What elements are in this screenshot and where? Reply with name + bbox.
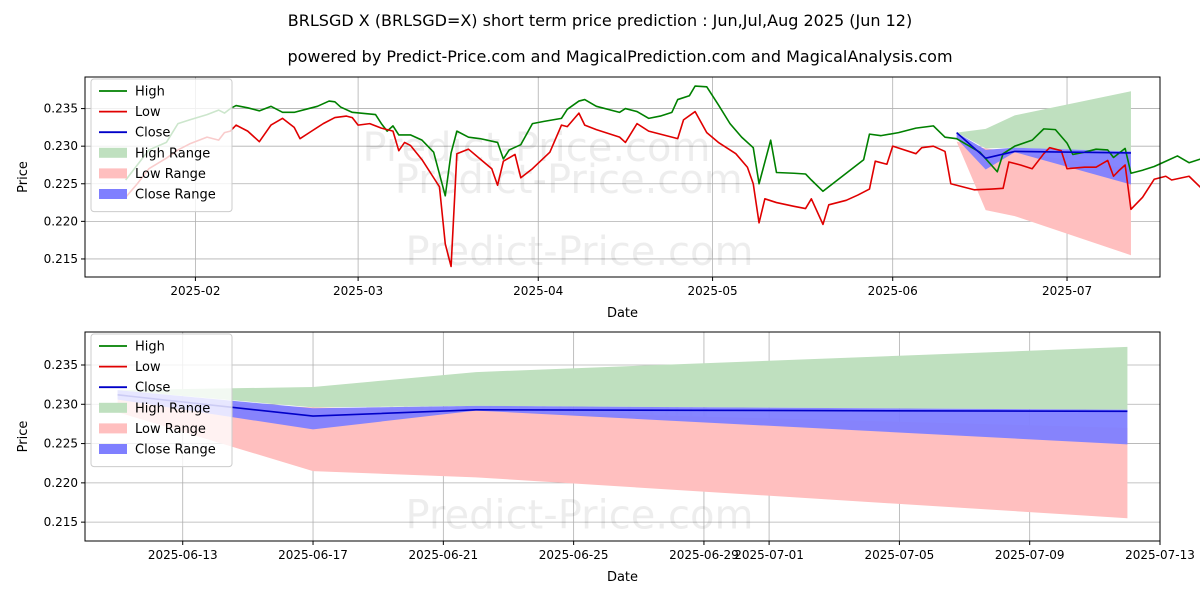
legend-label: Close — [135, 126, 170, 141]
x-tick-label: 2025-06-25 — [539, 548, 609, 562]
legend-label: High Range — [135, 401, 210, 416]
legend-label: Low Range — [135, 167, 206, 182]
top-panel: Predict-Price.comPredict-Price.comPredic… — [16, 76, 1200, 321]
legend-label: Close — [135, 381, 170, 396]
high-range-area — [117, 346, 1128, 410]
chart-subtitle: powered by Predict-Price.com and Magical… — [287, 47, 952, 66]
close-range-area — [117, 390, 1128, 445]
x-tick-label: 2025-06-13 — [148, 548, 218, 562]
legend-label: Low Range — [135, 422, 206, 437]
close-line — [956, 132, 1131, 160]
high-range-area — [956, 91, 1131, 152]
legend-label: Close Range — [135, 188, 216, 203]
x-tick-label: 2025-07-01 — [734, 548, 804, 562]
x-tick-label: 2025-07-13 — [1125, 548, 1195, 562]
axes-frame — [84, 76, 1161, 278]
y-tick-label: 0.230 — [44, 397, 78, 411]
y-tick-label: 0.230 — [44, 139, 78, 153]
y-axis-label: Price — [16, 161, 31, 193]
y-tick-label: 0.235 — [44, 102, 78, 116]
legend-label: Low — [135, 360, 161, 375]
close-range-area — [956, 132, 1131, 185]
y-tick-label: 0.225 — [44, 437, 78, 451]
x-tick-label: 2025-07 — [1042, 284, 1092, 298]
chart-title: BRLSGD X (BRLSGD=X) short term price pre… — [288, 11, 912, 30]
x-tick-label: 2025-04 — [513, 284, 563, 298]
high-line — [125, 85, 1200, 197]
legend-swatch-high-range — [99, 402, 127, 413]
legend-label: High — [135, 340, 165, 355]
legend-swatch-low-range — [99, 168, 127, 179]
x-tick-label: 2025-03 — [333, 284, 383, 298]
axes-frame — [84, 331, 1161, 542]
legend-swatch-high-range — [99, 147, 127, 158]
x-tick-label: 2025-02 — [170, 284, 220, 298]
low-line — [125, 110, 1200, 268]
x-tick-label: 2025-07-05 — [865, 548, 935, 562]
x-tick-label: 2025-07-09 — [995, 548, 1065, 562]
legend-label: Close Range — [135, 443, 216, 458]
x-tick-label: 2025-05 — [687, 284, 737, 298]
legend-label: High — [135, 85, 165, 100]
x-tick-label: 2025-06 — [868, 284, 918, 298]
x-axis-label: Date — [607, 570, 638, 585]
y-tick-label: 0.220 — [44, 476, 78, 490]
x-tick-label: 2025-06-29 — [669, 548, 739, 562]
y-tick-label: 0.220 — [44, 214, 78, 228]
y-axis-label: Price — [16, 421, 31, 453]
legend-swatch-close-range — [99, 189, 127, 199]
watermark: Predict-Price.com — [406, 492, 754, 538]
watermark: Predict-Price.com — [406, 229, 754, 275]
x-tick-label: 2025-06-21 — [408, 548, 478, 562]
y-tick-label: 0.215 — [44, 252, 78, 266]
x-axis-label: Date — [607, 306, 638, 321]
bottom-panel: Predict-Price.comPredict-Price.comPredic… — [16, 331, 1195, 585]
y-tick-label: 0.225 — [44, 177, 78, 191]
legend-swatch-low-range — [99, 423, 127, 434]
y-tick-label: 0.215 — [44, 515, 78, 529]
legend-label: High Range — [135, 146, 210, 161]
y-tick-label: 0.235 — [44, 358, 78, 372]
legend-label: Low — [135, 105, 161, 120]
x-tick-label: 2025-06-17 — [278, 548, 348, 562]
watermark: Predict-Price.com — [395, 157, 743, 203]
legend-swatch-close-range — [99, 444, 127, 454]
